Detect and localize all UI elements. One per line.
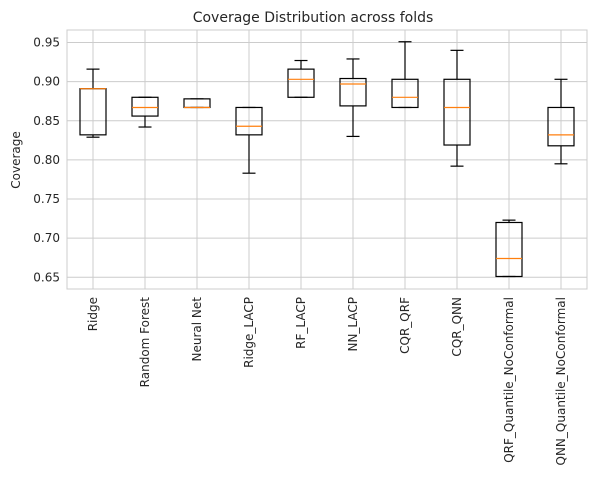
y-tick-label: 0.65	[33, 270, 60, 284]
x-tick-label: Neural Net	[190, 297, 204, 362]
box-cqr-qrf	[391, 41, 419, 109]
box-ridge-lacp	[235, 106, 263, 174]
iqr-box	[391, 78, 419, 109]
box-neural-net	[183, 98, 211, 109]
box-qrf-quantile-noconformal	[495, 219, 523, 278]
y-tick-label: 0.80	[33, 153, 60, 167]
box-layer	[79, 41, 575, 278]
iqr-box	[131, 96, 159, 117]
x-tick-labels: Ridge Random Forest Neural Net Ridge_LACP RF…	[86, 297, 568, 466]
x-tick-label: Ridge_LACP	[242, 297, 256, 368]
y-tick-label: 0.70	[33, 231, 60, 245]
iqr-box	[339, 77, 367, 107]
box-qnn-quantile-noconformal	[547, 78, 575, 165]
chart-title: Coverage Distribution across folds	[193, 10, 434, 26]
iqr-box	[235, 106, 263, 136]
x-tick-label: NN_LACP	[346, 297, 360, 352]
iqr-box	[443, 78, 471, 146]
box-cqr-qnn	[443, 49, 471, 167]
x-tick-label: QNN_Quantile_NoConformal	[554, 297, 568, 465]
y-tick-label: 0.95	[33, 36, 60, 50]
y-tick-label: 0.75	[33, 192, 60, 206]
y-tick-labels: 0.65 0.70 0.75 0.80 0.85 0.90 0.95	[33, 36, 60, 285]
x-tick-label: QRF_Quantile_NoConformal	[502, 297, 516, 463]
x-tick-label: CQR_QNN	[450, 297, 464, 357]
box-random-forest	[131, 96, 159, 128]
box-nn-lacp	[339, 58, 367, 138]
iqr-box	[495, 221, 523, 278]
x-tick-label: Ridge	[86, 297, 100, 331]
box-ridge	[79, 68, 107, 138]
x-tick-label: Random Forest	[138, 297, 152, 388]
y-tick-label: 0.90	[33, 75, 60, 89]
iqr-box	[287, 68, 315, 98]
grid-layer	[67, 30, 587, 289]
plot-frame	[66, 29, 588, 290]
box-rf-lacp	[287, 59, 315, 98]
x-tick-label: CQR_QRF	[398, 297, 412, 354]
x-tick-label: RF_LACP	[294, 297, 308, 349]
y-tick-label: 0.85	[33, 114, 60, 128]
y-axis-label: Coverage	[9, 131, 23, 189]
iqr-box	[547, 106, 575, 147]
